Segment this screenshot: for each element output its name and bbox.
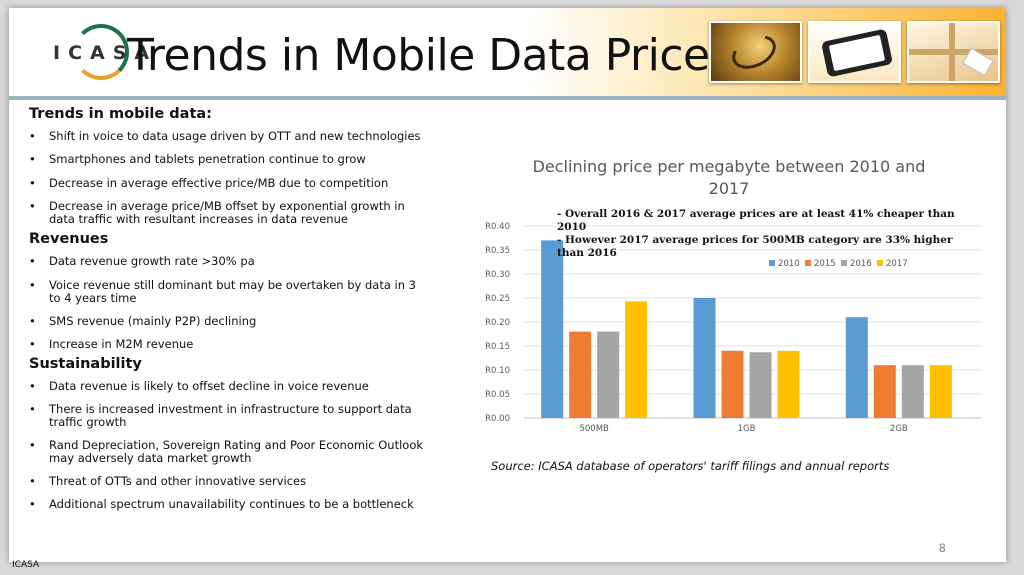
list-item: Smartphones and tablets penetration cont… (29, 153, 429, 167)
y-tick-label: R0.20 (485, 318, 510, 328)
bar-2016-2GB (901, 365, 924, 418)
icasa-logo: ICASA (53, 42, 158, 64)
y-tick-label: R0.15 (485, 342, 510, 352)
satellite-dish-icon (726, 28, 782, 76)
list-item: Decrease in average price/MB offset by e… (29, 200, 429, 226)
list-item: Decrease in average effective price/MB d… (29, 177, 429, 191)
gift-tag-image (907, 21, 1000, 83)
list-item: Additional spectrum unavailability conti… (29, 498, 429, 512)
list-item: Shift in voice to data usage driven by O… (29, 130, 429, 144)
bar-2017-500MB (625, 301, 648, 418)
bar-2010-1GB (693, 298, 716, 418)
section-heading-revenues: Revenues (29, 231, 109, 247)
bar-2017-1GB (777, 350, 800, 418)
x-tick-label: 2GB (890, 424, 908, 434)
smartphone-icon (820, 28, 894, 78)
slide: ICASA Trends in Mobile Data Prices Trend… (9, 8, 1006, 562)
header-banner: ICASA Trends in Mobile Data Prices (9, 8, 1006, 96)
smartphone-image (808, 21, 901, 83)
logo-ring-icon (73, 24, 129, 80)
y-tick-label: R0.40 (485, 222, 510, 232)
bar-2010-2GB (845, 317, 868, 418)
bar-2010-500MB (541, 240, 564, 418)
legend-swatch (841, 260, 847, 266)
satellite-dish-image (709, 21, 802, 83)
footer-label: ICASA (12, 560, 40, 570)
bar-2015-500MB (569, 331, 592, 418)
list-item: SMS revenue (mainly P2P) declining (29, 315, 429, 329)
bar-chart: R0.00 R0.05 R0.10 R0.15 R0.20 R0.25 R0.30 R0.35… (485, 222, 981, 434)
y-tick-label: R0.30 (485, 270, 510, 280)
list-item: Rand Depreciation, Sovereign Rating and … (29, 439, 429, 465)
list-item: Voice revenue still dominant but may be … (29, 279, 429, 305)
y-tick-label: R0.35 (485, 246, 510, 256)
x-tick-label: 500MB (579, 424, 609, 434)
bar-2016-500MB (597, 331, 620, 418)
bar-2015-2GB (873, 365, 896, 418)
y-tick-label: R0.00 (485, 414, 510, 424)
list-item: Data revenue is likely to offset decline… (29, 380, 429, 394)
legend-swatch (805, 260, 811, 266)
y-tick-label: R0.10 (485, 366, 510, 376)
section-heading-sustainability: Sustainability (29, 356, 142, 372)
list-item: There is increased investment in infrast… (29, 403, 429, 429)
list-item: Data revenue growth rate >30% pa (29, 255, 429, 269)
bullet-content: Trends in mobile data: Shift in voice to… (29, 106, 429, 511)
legend-entry: 2016 (850, 259, 872, 269)
chart-title: Declining price per megabyte between 201… (532, 157, 926, 198)
section-heading-trends: Trends in mobile data: (29, 106, 212, 122)
legend-entry: 2010 (778, 259, 800, 269)
revenues-list: Data revenue growth rate >30% pa Voice r… (29, 255, 429, 352)
list-item: Increase in M2M revenue (29, 338, 429, 352)
trends-list: Shift in voice to data usage driven by O… (29, 130, 429, 226)
bar-2016-1GB (749, 352, 772, 418)
annotation-line: - However 2017 average prices for 500MB … (557, 234, 953, 259)
y-tick-label: R0.25 (485, 294, 510, 304)
source-note: Source: ICASA database of operators' tar… (491, 459, 890, 473)
bar-2015-1GB (721, 350, 744, 418)
sustainability-list: Data revenue is likely to offset decline… (29, 380, 429, 512)
legend-entry: 2015 (814, 259, 836, 269)
bar-2017-2GB (929, 365, 952, 418)
list-item: Threat of OTTs and other innovative serv… (29, 475, 429, 489)
legend-entry: 2017 (886, 259, 908, 269)
y-tick-label: R0.05 (485, 390, 510, 400)
page-number: 8 (938, 541, 946, 555)
legend-swatch (877, 260, 883, 266)
header-divider (9, 96, 1006, 100)
legend-swatch (769, 260, 775, 266)
page-title: Trends in Mobile Data Prices (127, 30, 733, 81)
chart-annotation: - Overall 2016 & 2017 average prices are… (557, 208, 957, 260)
x-tick-label: 1GB (738, 424, 756, 434)
annotation-line: - Overall 2016 & 2017 average prices are… (557, 208, 955, 233)
